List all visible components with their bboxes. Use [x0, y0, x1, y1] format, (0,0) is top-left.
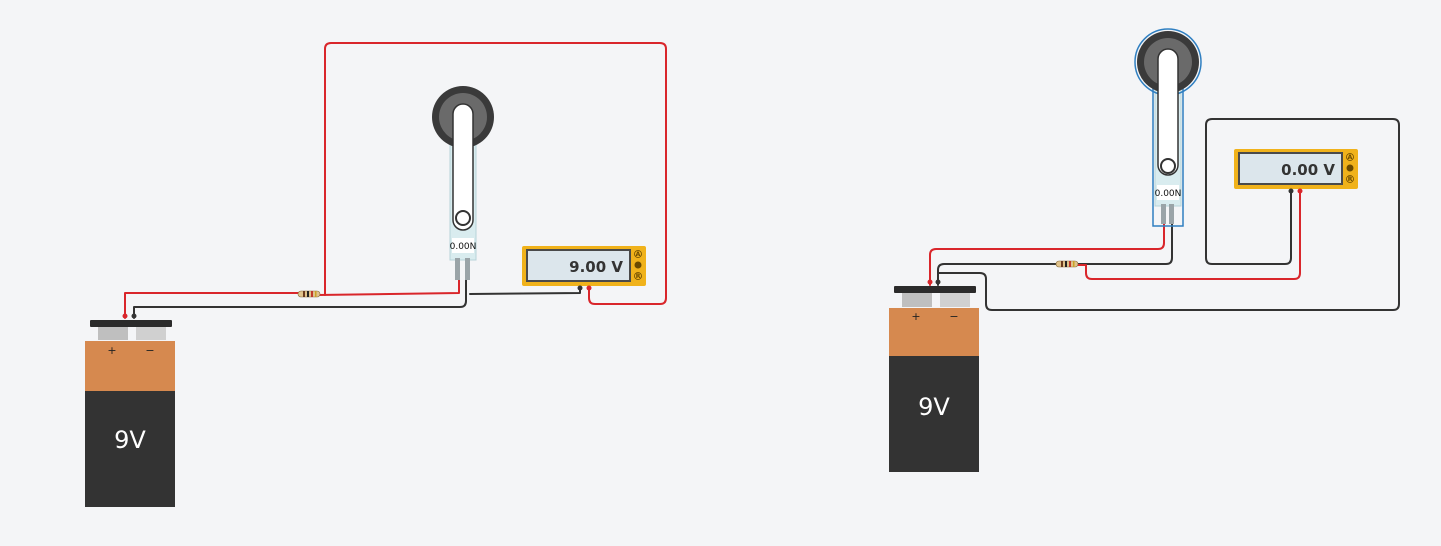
probe-negative[interactable] — [1288, 188, 1294, 194]
resistor-circuit-2[interactable] — [1055, 260, 1079, 268]
mode-v-button[interactable] — [634, 261, 642, 269]
force-sensor-circuit-2[interactable]: 0.00N — [1134, 28, 1202, 227]
mode-r-button[interactable] — [634, 272, 642, 280]
multimeter-circuit-2[interactable]: 0.00 V A V R — [1234, 149, 1358, 194]
probe-positive[interactable] — [586, 285, 592, 291]
multimeter-circuit-1[interactable]: 9.00 V A V R — [522, 246, 646, 291]
battery-plus-label: + — [911, 310, 920, 323]
battery-terminal-negative[interactable] — [935, 279, 941, 285]
wire-black-battery-to-sensor[interactable] — [937, 221, 1173, 286]
probe-negative[interactable] — [577, 285, 583, 291]
svg-text:A: A — [636, 251, 641, 258]
battery-terminal-positive[interactable] — [927, 279, 933, 285]
circuit-2: 0.00N 0.00 V A V R + − 9V — [889, 28, 1400, 473]
svg-text:R: R — [636, 273, 641, 280]
wire-red-battery-to-sensor[interactable] — [929, 221, 1165, 286]
circuit-1: 0.00N 9.00 V A V R + − 9V — [85, 42, 667, 508]
wire-black-sensor-to-multimeter[interactable] — [469, 287, 581, 295]
wire-black-battery-to-loop[interactable] — [937, 118, 1400, 311]
wires-circuit-2 — [929, 118, 1400, 311]
wires-circuit-1 — [124, 42, 667, 319]
wire-red-loop-to-multimeter[interactable] — [324, 42, 667, 305]
battery-label: 9V — [114, 426, 146, 454]
force-sensor-circuit-1[interactable]: 0.00N — [432, 86, 494, 280]
battery-terminal-negative[interactable] — [131, 313, 137, 319]
force-reading: 0.00N — [1155, 189, 1182, 199]
battery-circuit-2[interactable]: + − 9V — [889, 279, 979, 473]
battery-minus-label: − — [949, 310, 958, 323]
force-reading: 0.00N — [450, 242, 477, 252]
multimeter-reading: 0.00 V — [1281, 161, 1335, 179]
svg-text:V: V — [636, 262, 641, 269]
battery-terminal-positive[interactable] — [122, 313, 128, 319]
battery-label: 9V — [918, 393, 950, 421]
battery-minus-label: − — [145, 344, 154, 357]
wire-red-resistor-to-sensor[interactable] — [317, 277, 460, 296]
multimeter-reading: 9.00 V — [569, 258, 623, 276]
mode-a-button[interactable] — [634, 250, 642, 258]
mode-r-button[interactable] — [1346, 175, 1354, 183]
wire-red-battery-to-resistor[interactable] — [124, 292, 301, 319]
wire-red-resistor-to-multimeter[interactable] — [1077, 189, 1301, 280]
svg-text:A: A — [1348, 154, 1353, 161]
wire-black-battery-to-sensor[interactable] — [133, 277, 467, 319]
battery-plus-label: + — [107, 344, 116, 357]
svg-text:R: R — [1348, 176, 1353, 183]
mode-a-button[interactable] — [1346, 153, 1354, 161]
probe-positive[interactable] — [1297, 188, 1303, 194]
svg-text:V: V — [1348, 165, 1353, 172]
mode-v-button[interactable] — [1346, 164, 1354, 172]
battery-circuit-1[interactable]: + − 9V — [85, 313, 175, 508]
resistor-circuit-1[interactable] — [297, 290, 321, 298]
